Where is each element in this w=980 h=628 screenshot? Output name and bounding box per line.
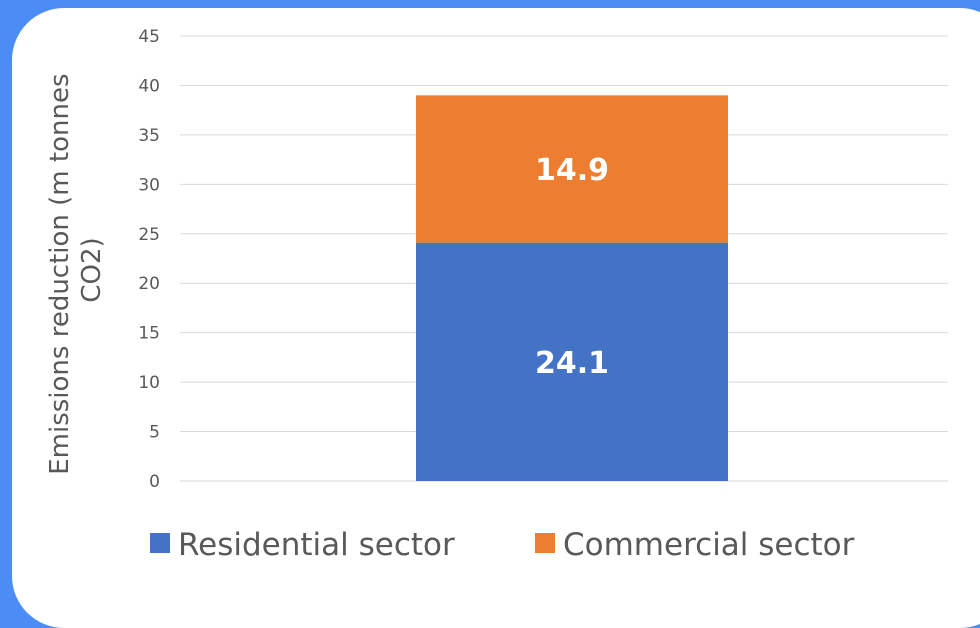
y-tick-labels: 0 5 10 15 20 25 30 35 40 45 xyxy=(138,27,160,492)
y-axis-label-line-1: Emissions reduction (m tonnes xyxy=(45,73,75,474)
y-tick-label-40: 40 xyxy=(138,76,160,96)
bar-segment-residential-sector xyxy=(416,242,728,481)
legend-swatch-residential xyxy=(150,533,170,553)
y-tick-label-45: 45 xyxy=(138,27,160,47)
y-axis-label-line-2: CO2) xyxy=(77,237,107,302)
y-tick-label-20: 20 xyxy=(138,274,160,294)
legend-swatch-commercial xyxy=(535,533,555,553)
data-label-commercial-sector: 14.9 xyxy=(535,153,609,188)
y-tick-label-10: 10 xyxy=(138,373,160,393)
bars xyxy=(416,95,728,481)
bar-segment-commercial-sector xyxy=(416,95,728,243)
y-tick-label-30: 30 xyxy=(138,175,160,195)
y-tick-label-5: 5 xyxy=(149,423,160,443)
y-tick-label-0: 0 xyxy=(149,472,160,492)
stacked-bar-chart: 0 5 10 15 20 25 30 35 40 45 24.1 14.9 Emissions re… xyxy=(45,27,948,563)
data-label-residential-sector: 24.1 xyxy=(535,346,609,381)
y-axis-label: Emissions reduction (m tonnes CO2) xyxy=(45,65,107,475)
legend-label-residential: Residential sector xyxy=(178,527,455,563)
legend-label-commercial: Commercial sector xyxy=(563,527,855,563)
y-tick-label-35: 35 xyxy=(138,126,160,146)
y-tick-label-15: 15 xyxy=(138,324,160,344)
y-tick-label-25: 25 xyxy=(138,225,160,245)
legend: Residential sector Commercial sector xyxy=(150,527,855,563)
data-labels: 24.1 14.9 xyxy=(535,153,609,381)
